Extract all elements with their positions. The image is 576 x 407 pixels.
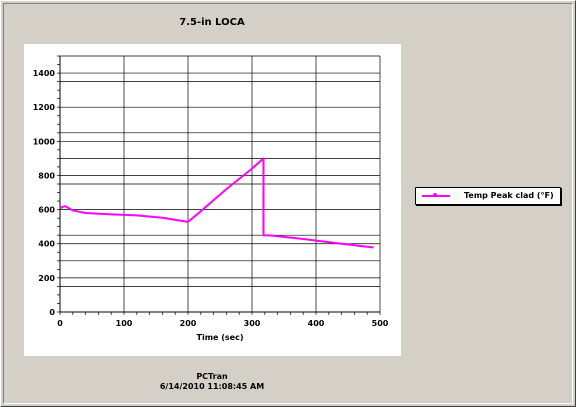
x-tick-label: 0: [57, 319, 63, 328]
y-tick-label: 1200: [33, 103, 56, 112]
x-tick-label: 200: [180, 319, 197, 328]
x-tick-label: 400: [308, 319, 325, 328]
x-axis-title: Time (sec): [197, 333, 244, 342]
chart-svg: 0 200 400 600 800 1000 1200 1400 0 100 200 300 400 50…: [33, 55, 389, 342]
y-tick-label: 600: [38, 206, 55, 215]
legend-label: Temp Peak clad (°F): [464, 191, 554, 200]
x-tick-label: 300: [244, 319, 261, 328]
x-tick-label: 100: [116, 319, 133, 328]
y-tick-label: 1400: [33, 69, 56, 78]
legend-marker: [433, 193, 437, 197]
x-tick-label: 500: [372, 319, 389, 328]
legend: Temp Peak clad (°F): [415, 187, 561, 205]
y-tick-label: 0: [49, 308, 55, 317]
footer-app-name: PCTran: [196, 372, 228, 381]
plot-panel: 0 200 400 600 800 1000 1200 1400 0 100 200 300 400 50…: [24, 44, 401, 356]
y-tick-label: 1000: [33, 137, 56, 146]
y-tick-label: 800: [38, 171, 55, 180]
y-tick-label: 200: [38, 274, 55, 283]
window-inner-border: [3, 3, 573, 404]
series-line: [59, 157, 374, 249]
chart-title: 7.5-in LOCA: [179, 17, 245, 28]
y-tick-label: 400: [38, 240, 55, 249]
footer-timestamp: 6/14/2010 11:08:45 AM: [159, 382, 265, 391]
